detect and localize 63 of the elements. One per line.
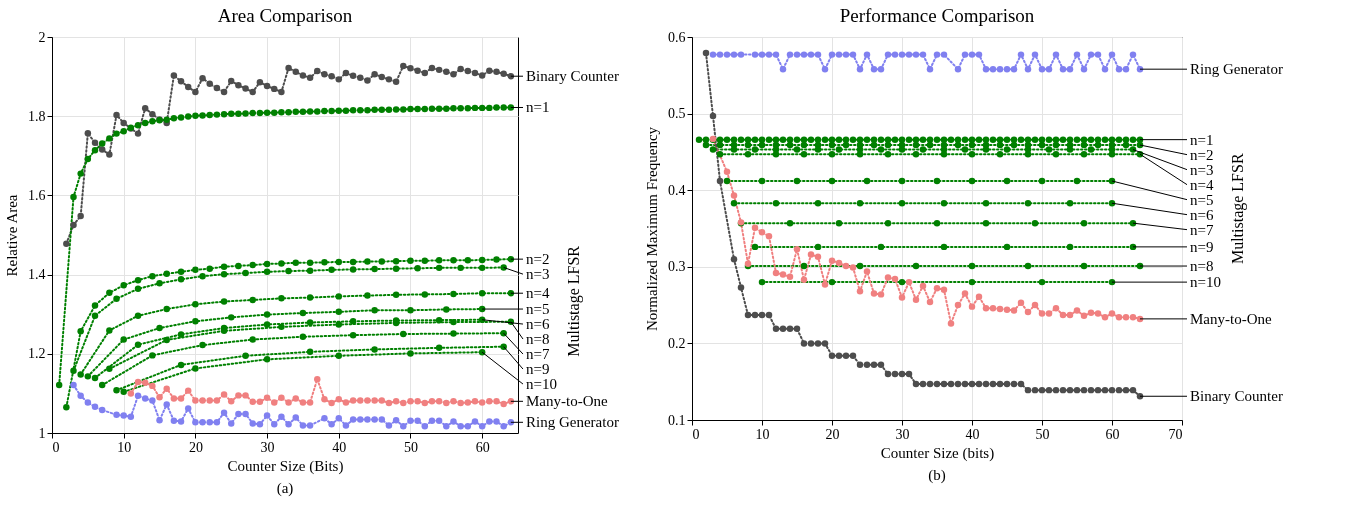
y-tick-label: 2: [38, 29, 46, 45]
text: Binary Counter: [1190, 388, 1283, 405]
series-label: Binary Counter: [526, 68, 619, 85]
x-tick-label: 70: [1168, 426, 1183, 442]
y-tick-label: 1.8: [28, 108, 46, 124]
series-label: n=9: [526, 361, 550, 378]
x-tick-label: 60: [1105, 426, 1120, 442]
text: n=1: [1190, 131, 1214, 148]
x-axis-title: Counter Size (Bits): [227, 457, 344, 475]
y-tick-label: 0.6: [668, 29, 686, 45]
x-tick-label: 30: [260, 439, 275, 455]
series-label: n=1: [526, 99, 550, 116]
y-tick-label: 0.3: [668, 259, 686, 275]
text: n=2: [1190, 146, 1214, 163]
chart-title: Performance Comparison: [839, 5, 1035, 26]
x-tick-label: 20: [825, 426, 840, 442]
text: n=3: [1190, 161, 1214, 178]
text: n=10: [1190, 274, 1221, 291]
y-tick-label: 0.4: [668, 182, 686, 198]
y-tick-label: 0.5: [668, 106, 686, 122]
y-axis-title: Normalized Maximum Frequency: [644, 126, 660, 332]
text: (b): [928, 467, 946, 484]
chart-title: Area Comparison: [217, 5, 353, 26]
text: n=6: [1190, 206, 1214, 223]
x-tick-label: 50: [403, 439, 418, 455]
y-tick-label: 1: [38, 425, 46, 441]
x-tick-label: 20: [188, 439, 203, 455]
series-label: n=3: [526, 266, 550, 283]
x-tick-label: 50: [1035, 426, 1050, 442]
series-label: Many-to-One: [526, 393, 608, 410]
series-label: n=4: [526, 285, 550, 302]
text: Many-to-One: [1190, 310, 1272, 327]
x-tick-label: 0: [52, 439, 60, 455]
x-tick-label: 0: [692, 426, 700, 442]
text: Multistage LFSR: [1229, 153, 1247, 265]
x-tick-label: 30: [895, 426, 910, 442]
series-label: n=8: [526, 331, 550, 348]
text: n=5: [1190, 191, 1214, 208]
text: n=10: [526, 376, 557, 393]
y-axis-title: Relative Area: [4, 194, 20, 277]
text: n=9: [1190, 238, 1214, 255]
text: Multistage LFSR: [565, 245, 583, 357]
x-tick-label: 40: [965, 426, 980, 442]
y-tick-label: 1.2: [28, 346, 46, 362]
text: n=7: [1190, 221, 1214, 238]
text: Ring Generator: [1190, 61, 1283, 78]
x-tick-label: 10: [117, 439, 132, 455]
y-tick-label: 0.2: [668, 335, 686, 351]
x-tick-label: 10: [755, 426, 770, 442]
text: n=5: [526, 301, 550, 318]
series-label: n=2: [526, 251, 550, 268]
series-label: Ring Generator: [526, 414, 619, 431]
x-tick-label: 40: [332, 439, 347, 455]
text: n=8: [1190, 258, 1214, 275]
x-axis-title: Counter Size (bits): [880, 444, 995, 462]
y-tick-label: 1.4: [28, 267, 46, 283]
text: (a): [276, 480, 294, 497]
y-tick-label: 1.6: [28, 187, 46, 203]
text: n=4: [1190, 176, 1214, 193]
text: n=6: [526, 316, 550, 333]
series-label: n=7: [526, 346, 550, 363]
y-tick-label: 0.1: [668, 412, 686, 428]
x-tick-label: 60: [475, 439, 490, 455]
